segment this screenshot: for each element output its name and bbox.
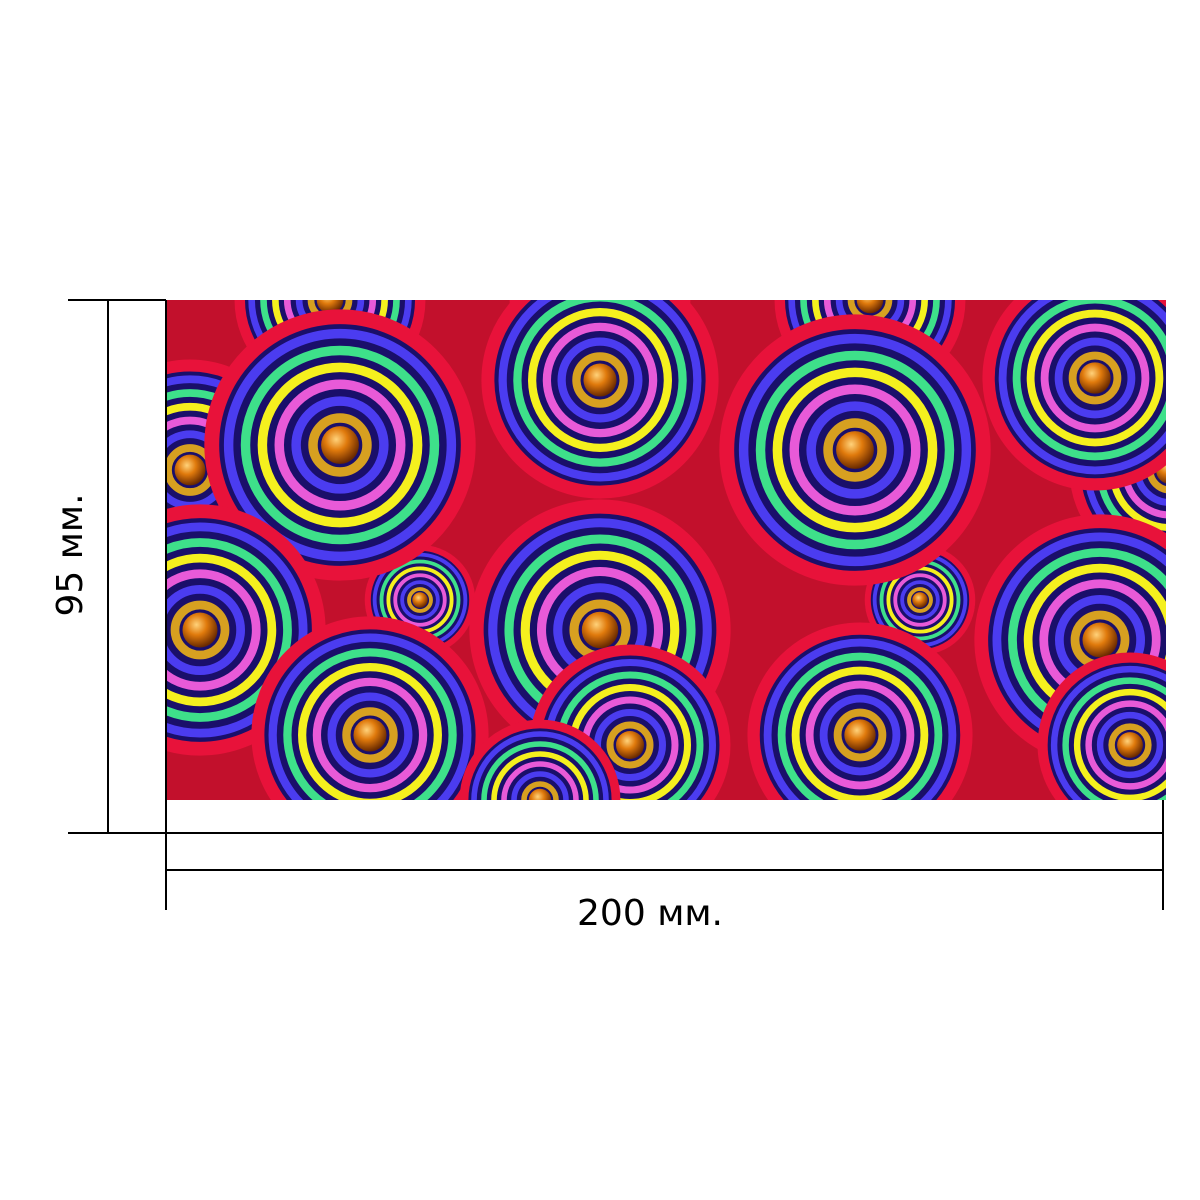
ring [166, 538, 292, 722]
ring [407, 587, 433, 613]
ring [308, 413, 372, 477]
ring [342, 707, 398, 763]
ring [223, 328, 457, 562]
ring-center-ball [912, 592, 928, 608]
ring [998, 300, 1166, 475]
ring [907, 587, 933, 613]
ring [166, 522, 308, 738]
ring [166, 569, 261, 691]
ring [1096, 711, 1164, 779]
ring [291, 396, 389, 494]
ring-center-ball [412, 592, 428, 608]
ring [166, 553, 277, 707]
ring [823, 418, 887, 482]
ring [393, 573, 447, 627]
ring [491, 751, 589, 800]
ring [257, 362, 423, 528]
ring [1040, 323, 1150, 433]
ring [528, 308, 672, 452]
ring-center-ball [1079, 362, 1111, 394]
ring [283, 648, 457, 800]
ring [900, 580, 940, 620]
ring [251, 616, 489, 800]
ring-center-ball [353, 718, 387, 752]
ring [327, 692, 413, 778]
ring [1062, 677, 1166, 800]
dimension-lines [68, 299, 1164, 910]
ring-center-ball [1082, 622, 1118, 658]
ring [833, 708, 887, 762]
ring [789, 384, 921, 516]
ring-center-ball [581, 611, 619, 649]
ring [513, 300, 687, 467]
ring [1037, 652, 1166, 800]
ring [511, 771, 569, 800]
ring [1085, 700, 1166, 790]
ring [572, 352, 628, 408]
ring-center-ball [856, 300, 884, 314]
ring-center-ball [844, 719, 876, 751]
ring [481, 300, 719, 499]
ring [777, 652, 943, 800]
ring [805, 680, 915, 790]
ring [772, 367, 938, 533]
ring [521, 781, 559, 800]
ring [893, 573, 947, 627]
ring [1108, 723, 1152, 767]
width-label: 200 мм. [577, 893, 723, 934]
ring [557, 337, 643, 423]
ring-center-ball [583, 363, 617, 397]
ring-center-ball [616, 731, 644, 759]
ring [606, 721, 654, 769]
ring [791, 666, 929, 800]
ring [982, 300, 1166, 491]
ring [719, 314, 991, 586]
ring [806, 401, 904, 499]
ring [481, 741, 599, 800]
ring-center-ball [182, 612, 218, 648]
ring [204, 309, 476, 581]
ring [166, 585, 245, 675]
ring [755, 350, 955, 550]
ring-center-ball [1117, 732, 1143, 758]
ring [400, 580, 440, 620]
ring [819, 694, 901, 776]
ring [738, 333, 972, 567]
ring-center-ball [528, 788, 552, 800]
ring [1073, 688, 1166, 800]
ring [1054, 337, 1136, 419]
ring [498, 300, 702, 482]
ring [298, 663, 442, 800]
ring-center-ball [174, 454, 206, 486]
ring [542, 322, 658, 438]
ring [501, 761, 579, 800]
ring-center-ball [836, 431, 874, 469]
ring [1050, 665, 1166, 800]
ring [1026, 309, 1164, 447]
ring [240, 345, 440, 545]
ring [1012, 300, 1166, 461]
ring-center-ball [321, 426, 359, 464]
ring [763, 638, 957, 800]
height-label: 95 мм. [50, 493, 91, 616]
ring [170, 600, 230, 660]
ring [471, 731, 609, 800]
ring [274, 379, 406, 511]
ring [312, 677, 428, 793]
ring [268, 633, 472, 800]
ring [459, 719, 621, 800]
ring [1068, 351, 1122, 405]
ring-pattern [166, 300, 1166, 800]
ring [747, 622, 973, 800]
